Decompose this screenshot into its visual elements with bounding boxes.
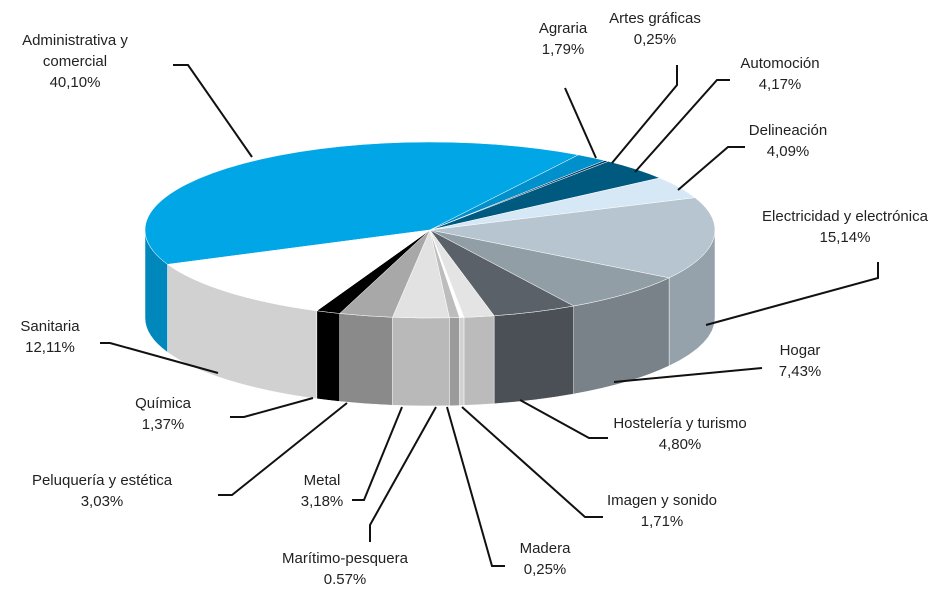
slice-label: Hogar 7,43% bbox=[779, 340, 822, 382]
value-label: 1,37% bbox=[141, 416, 185, 433]
value-label: 4,09% bbox=[766, 143, 810, 160]
slice-label: Metal 3,18% bbox=[301, 470, 344, 512]
value-label: 0.57% bbox=[323, 571, 367, 588]
value-label: 40,10% bbox=[49, 74, 101, 91]
slice-label: Electricidad y electrónica 15,14% bbox=[762, 206, 928, 248]
pie-wall bbox=[449, 317, 460, 407]
leader-line bbox=[613, 367, 763, 383]
slice-label: Peluquería y estética 3,03% bbox=[32, 470, 172, 512]
category-label: Imagen y sonido bbox=[606, 492, 718, 509]
category-label: Electricidad y electrónica bbox=[762, 208, 928, 225]
slice-label: Madera 0,25% bbox=[520, 538, 571, 580]
category-label: Hostelería y turismo bbox=[613, 415, 747, 432]
value-label: 3,18% bbox=[300, 493, 344, 510]
pie-wall bbox=[493, 305, 574, 405]
slice-label: Administrativa y comercial 40,10% bbox=[5, 30, 145, 93]
pie-slice bbox=[167, 229, 431, 312]
leader-line bbox=[611, 65, 678, 164]
pie-wall bbox=[392, 316, 450, 407]
category-label: Automoción bbox=[740, 55, 820, 72]
leader-line bbox=[100, 342, 219, 374]
value-label: 0,25% bbox=[523, 561, 567, 578]
leader-line bbox=[446, 406, 505, 567]
leader-line bbox=[461, 406, 603, 518]
leader-line bbox=[677, 146, 745, 191]
leader-line bbox=[230, 397, 314, 418]
slice-label: Hostelería y turismo 4,80% bbox=[613, 413, 746, 455]
leader-line bbox=[564, 87, 597, 159]
value-label: 1,79% bbox=[541, 41, 585, 58]
leader-line bbox=[173, 64, 253, 158]
value-label: 12,11% bbox=[25, 339, 75, 356]
slice-label: Marítimo-pesquera 0.57% bbox=[282, 548, 408, 590]
category-label: Administrativa y comercial bbox=[22, 32, 128, 70]
leader-line bbox=[369, 406, 437, 542]
pie-slice bbox=[429, 197, 716, 279]
category-label: Sanitaria bbox=[20, 318, 80, 335]
value-label: 4,80% bbox=[658, 436, 702, 453]
pie-slice bbox=[429, 229, 670, 307]
pie-wall bbox=[459, 317, 465, 406]
slice-label: Agraria 1,79% bbox=[539, 18, 587, 60]
pie-wall bbox=[316, 310, 340, 402]
category-label: Metal bbox=[303, 472, 341, 489]
category-label: Agraria bbox=[538, 20, 588, 37]
category-label: Delineación bbox=[748, 122, 828, 139]
pie-slice bbox=[144, 141, 580, 265]
category-label: Hogar bbox=[779, 342, 821, 359]
category-label: Madera bbox=[519, 540, 571, 557]
slice-label: Artes gráficas 0,25% bbox=[609, 8, 701, 50]
category-label: Química bbox=[135, 395, 191, 412]
slice-label: Sanitaria 12,11% bbox=[20, 316, 79, 358]
category-label: Artes gráficas bbox=[609, 10, 701, 27]
leader-line bbox=[218, 402, 348, 496]
value-label: 0,25% bbox=[633, 31, 677, 48]
value-label: 1,71% bbox=[640, 513, 684, 530]
value-label: 15,14% bbox=[819, 229, 871, 246]
value-label: 4,17% bbox=[758, 76, 802, 93]
slice-label: Delineación 4,09% bbox=[749, 120, 827, 162]
leader-line bbox=[352, 406, 403, 501]
value-label: 3,03% bbox=[80, 493, 124, 510]
leader-line bbox=[634, 79, 730, 173]
leader-line bbox=[705, 262, 879, 326]
slice-label: Imagen y sonido 1,71% bbox=[607, 490, 717, 532]
pie-wall bbox=[463, 315, 495, 406]
pie-wall bbox=[339, 313, 393, 406]
value-label: 7,43% bbox=[778, 363, 822, 380]
category-label: Peluquería y estética bbox=[31, 472, 173, 489]
slice-label: Química 1,37% bbox=[135, 393, 191, 435]
leader-line bbox=[519, 399, 608, 439]
slice-label: Automoción 4,17% bbox=[740, 53, 819, 95]
category-label: Marítimo-pesquera bbox=[282, 550, 408, 567]
